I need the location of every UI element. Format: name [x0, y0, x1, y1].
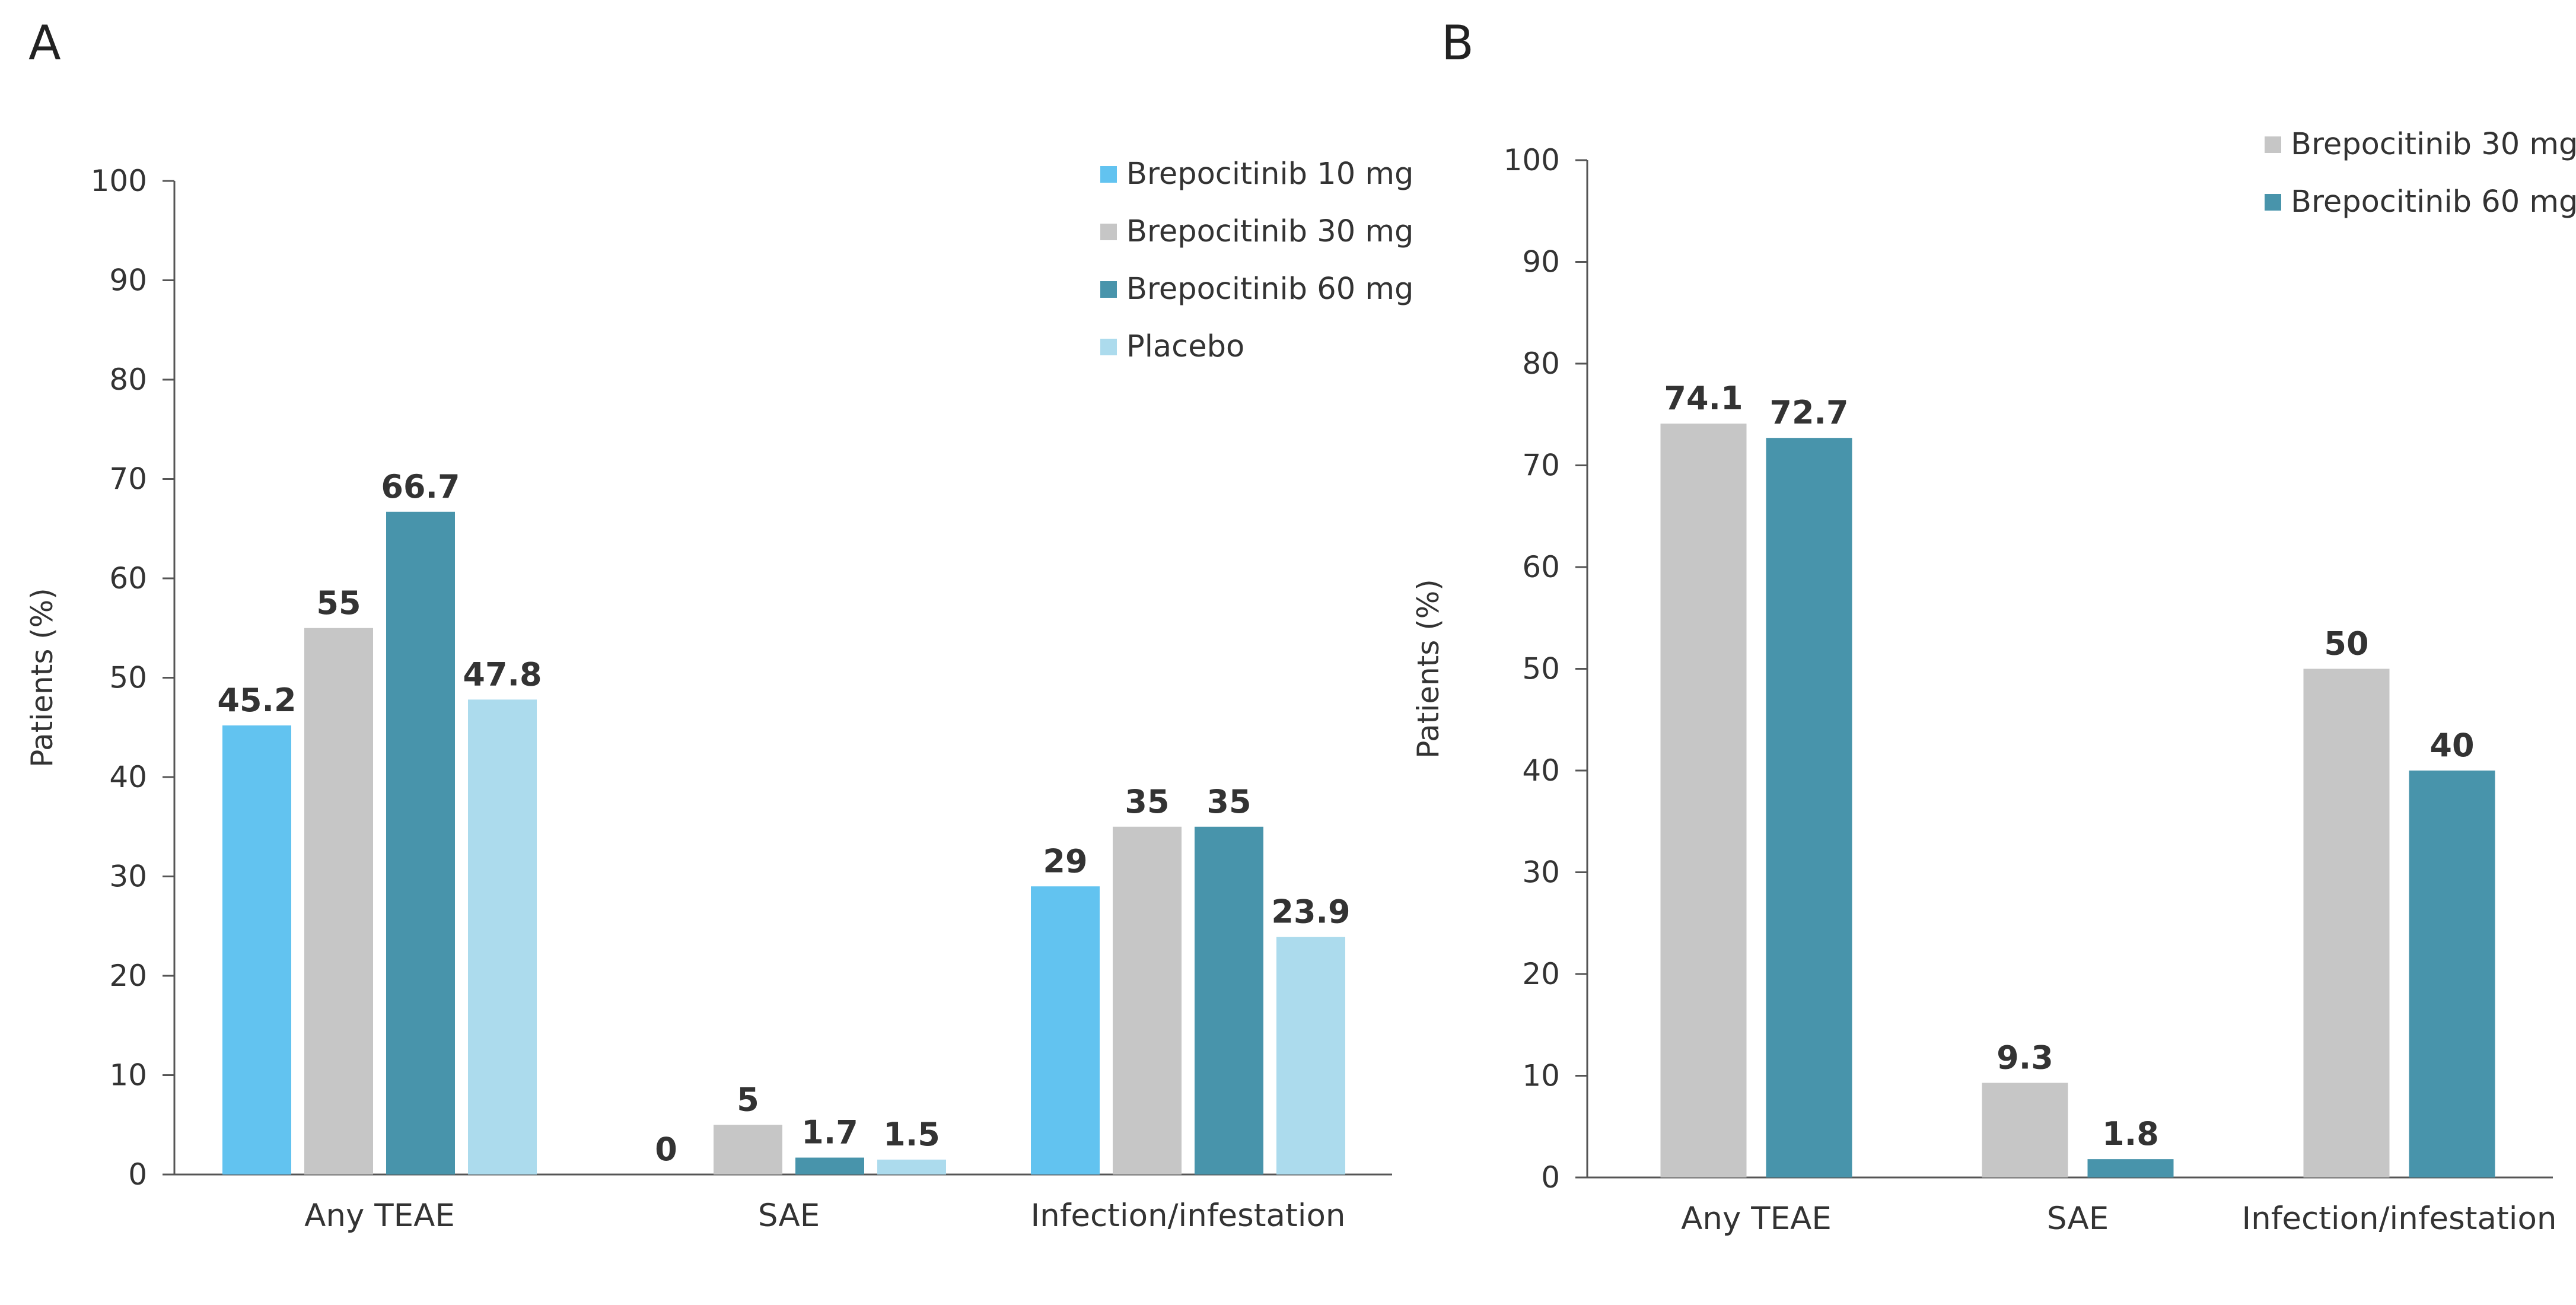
panel-b-y-tick-label: 30	[1522, 855, 1560, 890]
panel-b-data-label: 40	[2429, 727, 2474, 764]
panel-a-data-label: 47.8	[463, 655, 542, 693]
panel-a-y-tick-label: 60	[109, 561, 147, 596]
panel-b-legend-label: Brepocitinib 30 mg	[2291, 127, 2576, 162]
panel-b-bar	[1660, 424, 1747, 1177]
panel-a-bar	[386, 511, 455, 1174]
panel-b-category-label: Infection/infestation	[2242, 1201, 2557, 1237]
panel-a-data-label: 45.2	[217, 682, 296, 719]
panel-a-data-label: 66.7	[381, 468, 460, 505]
panel-a-legend-label: Brepocitinib 30 mg	[1126, 214, 1413, 249]
panel-a-bar	[714, 1125, 782, 1174]
panel-b-data-label: 72.7	[1769, 394, 1848, 431]
panel-a-bar	[877, 1159, 946, 1174]
panel-a-data-label: 0	[655, 1131, 677, 1168]
panel-b-letter: B	[1441, 15, 1474, 71]
panel-b-chart: B 0 10 20 30 40 50 60 70 80 90 100 Patients (%) Any …	[1411, 15, 2576, 1237]
panel-b-y-tick-label: 90	[1522, 245, 1560, 279]
panel-b-bar	[1766, 438, 1852, 1177]
panel-b-y-tick-label: 0	[1541, 1160, 1560, 1195]
panel-b-bar	[2303, 669, 2390, 1177]
panel-b-y-axis-label: Patients (%)	[1411, 579, 1445, 759]
panel-a-y-tick-label: 20	[109, 959, 147, 993]
panel-a-y-tick-label: 80	[109, 362, 147, 397]
panel-a-category-label: Infection/infestation	[1031, 1198, 1346, 1234]
panel-a-y-tick-label: 100	[91, 164, 147, 198]
panel-a-category-label: Any TEAE	[304, 1198, 455, 1234]
panel-b-data-label: 74.1	[1664, 380, 1743, 417]
panel-a-category-label: SAE	[758, 1198, 820, 1234]
panel-a-y-tick-label: 10	[109, 1058, 147, 1093]
panel-a-bar	[1195, 826, 1263, 1174]
panel-b-y-tick-label: 40	[1522, 753, 1560, 788]
panel-a-y-tick-label: 50	[109, 661, 147, 695]
panel-b-y-tick-label: 50	[1522, 652, 1560, 686]
panel-a-data-label: 35	[1125, 783, 1169, 820]
panel-b-bar	[2087, 1159, 2174, 1177]
panel-a-bar	[795, 1157, 864, 1174]
panel-b-y-tick-label: 60	[1522, 550, 1560, 584]
panel-b-data-label: 50	[2324, 625, 2368, 663]
panel-b-y-tick-label: 20	[1522, 957, 1560, 991]
panel-b-data-label: 1.8	[2102, 1115, 2159, 1153]
panel-b-legend-label: Brepocitinib 60 mg	[2291, 184, 2576, 219]
panel-b-data-label: 9.3	[1997, 1039, 2053, 1077]
panel-a-y-tick-label: 30	[109, 860, 147, 894]
panel-a-data-label: 1.5	[883, 1116, 940, 1153]
panel-a-data-label: 55	[316, 584, 361, 622]
panel-a-legend-label: Brepocitinib 10 mg	[1126, 157, 1413, 192]
panel-a-y-axis-label: Patients (%)	[25, 588, 59, 768]
panel-a-bar	[1113, 826, 1182, 1174]
panel-b-legend-swatch	[2265, 136, 2281, 153]
panel-a-y-tick-label: 40	[109, 760, 147, 794]
panel-a-bar	[304, 628, 373, 1174]
panel-a-legend-label: Placebo	[1126, 329, 1244, 364]
panel-a-y-tick-label: 90	[109, 263, 147, 298]
panel-a-data-label: 29	[1043, 842, 1087, 880]
panel-a-data-label: 35	[1206, 783, 1251, 820]
panel-b-bar	[2409, 771, 2495, 1177]
panel-a-bar	[222, 725, 291, 1174]
panel-a-bar	[468, 699, 537, 1174]
panel-a-y-tick-label: 0	[128, 1157, 147, 1192]
panel-a-legend-label: Brepocitinib 60 mg	[1126, 272, 1413, 307]
panel-a-bar	[1031, 886, 1100, 1174]
panel-a-legend-swatch	[1100, 166, 1117, 183]
panel-a-data-label: 23.9	[1271, 893, 1350, 931]
panel-b-bar	[1982, 1083, 2068, 1177]
panel-b-category-label: Any TEAE	[1681, 1201, 1832, 1237]
panel-b-y-tick-label: 70	[1522, 448, 1560, 483]
panel-a-legend-swatch	[1100, 339, 1117, 355]
panel-a-legend-swatch	[1100, 224, 1117, 240]
panel-a-data-label: 5	[737, 1081, 759, 1118]
panel-b-y-tick-label: 10	[1522, 1059, 1560, 1093]
panel-b-category-label: SAE	[2047, 1201, 2109, 1237]
panel-a-legend-swatch	[1100, 281, 1117, 298]
panel-a-letter: A	[28, 15, 61, 71]
panel-b-y-tick-label: 80	[1522, 346, 1560, 381]
panel-b-y-tick-label: 100	[1504, 143, 1560, 177]
panel-a-y-tick-label: 70	[109, 462, 147, 496]
panel-b-legend-swatch	[2265, 194, 2281, 211]
panel-a-bar	[1276, 937, 1345, 1174]
panel-a-data-label: 1.7	[801, 1114, 858, 1151]
